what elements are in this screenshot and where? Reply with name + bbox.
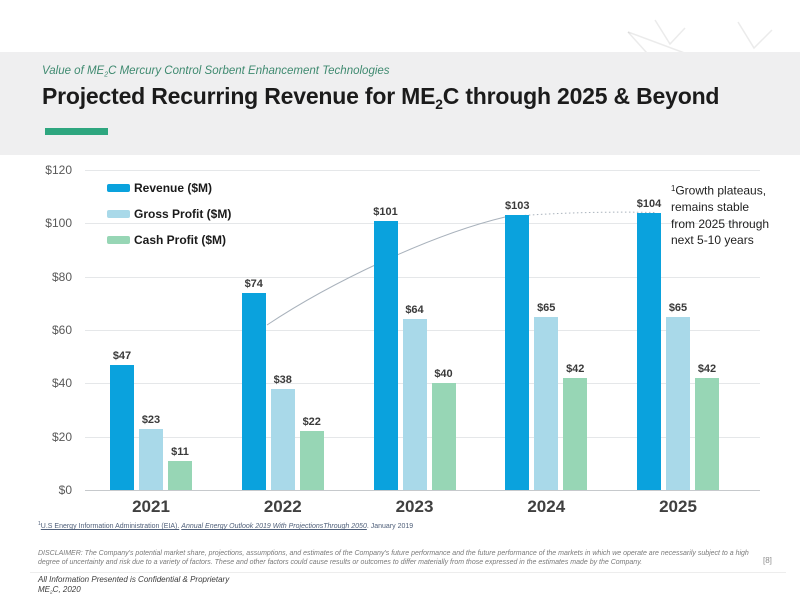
bar-2024-revenue [505,215,530,490]
legend-swatch [107,184,130,192]
bar-value-label: $65 [668,301,688,314]
legend-label: Revenue ($M) [134,181,213,195]
bar-2025-cash [695,378,719,490]
x-axis-year-label: 2023 [395,497,434,516]
bar-2024-cash [563,378,588,490]
y-axis-tick-label: $60 [51,323,72,337]
legend-item: Gross Profit ($M) [107,205,231,223]
bar-value-label: $101 [373,205,398,218]
footer-confidentiality: All Information Presented is Confidentia… [38,575,230,584]
source-footnote: 1U.S Energy Information Administration (… [38,521,413,530]
footer-divider [30,572,786,573]
y-axis-tick-label: $100 [45,216,72,231]
legend-label: Cash Profit ($M) [134,233,227,247]
bar-value-label: $42 [566,363,585,375]
y-axis-tick-label: $120 [45,163,72,177]
annotation-superscript: 1 [671,184,676,193]
bar-2023-cash [431,383,456,490]
page-number: [8] [763,556,772,565]
bar-value-label: $103 [505,200,530,213]
footer-company-year: ME2C, 2020 [38,585,81,596]
gridline [85,276,760,278]
bar-value-label: $40 [434,368,453,381]
bar-value-label: $104 [636,197,662,210]
bar-value-label: $47 [112,349,132,362]
x-axis-year-label: 2024 [527,497,566,516]
bar-value-label: $23 [141,413,161,426]
bar-2022-cash [299,431,324,490]
bar-value-label: $64 [405,304,424,317]
gridline [85,490,760,491]
bar-value-label: $65 [537,301,556,314]
bar-2023-gross [402,319,427,490]
y-axis-tick-label: $20 [51,429,72,444]
bar-value-label: $74 [244,277,263,290]
y-axis-tick-label: $80 [51,269,72,284]
footnote-publication-link[interactable]: Annual Energy Outlook 2019 With Projecti… [181,523,367,530]
bar-2022-gross [270,388,295,490]
legend-item: Revenue ($M) [107,179,231,197]
bar-value-label: $42 [697,363,717,375]
gridline [85,223,760,225]
gridline [85,170,760,171]
bar-2022-revenue [241,292,266,490]
page-title: Projected Recurring Revenue for ME2C thr… [42,83,720,112]
legend-swatch [107,236,130,244]
y-axis-tick-label: $0 [58,483,72,497]
bar-2025-revenue [637,212,661,490]
annotation-line: remains stable [671,200,750,214]
x-axis-year-label: 2025 [659,497,697,516]
header-band: Value of ME2C Mercury Control Sorbent En… [0,52,800,155]
legend-label: Gross Profit ($M) [134,207,232,221]
title-accent-bar [45,128,108,135]
bar-2023-revenue [373,220,398,490]
bar-2024-gross [534,316,559,490]
bar-value-label: $11 [171,445,189,458]
y-axis-tick-label: $40 [51,376,72,391]
x-axis-year-label: 2022 [263,497,302,516]
bar-chart: $120 $100 $80 $60 $40 $20 $0 $47 $23 $11 2021 $74 $… [0,155,800,516]
eyebrow-subtitle: Value of ME2C Mercury Control Sorbent En… [42,65,390,79]
bar-2021-cash [168,460,192,490]
annotation-line: next 5-10 years [671,233,754,247]
growth-annotation: 1Growth plateaus, remains stable from 2025… [671,181,777,249]
footnote-superscript: 1 [38,521,41,527]
chart-legend: Revenue ($M) Gross Profit ($M) Cash Profit… [107,179,231,257]
annotation-line: 1Growth plateaus, [671,183,767,198]
disclaimer-text: DISCLAIMER: The Company's potential mark… [38,550,749,566]
legend-item: Cash Profit ($M) [107,231,231,249]
bar-2021-gross [139,428,163,490]
legend-swatch [107,210,130,218]
footnote-date: . January 2019 [366,523,414,530]
bar-2021-revenue [110,364,134,490]
bar-2025-gross [666,316,690,490]
bar-value-label: $38 [273,373,292,386]
footnote-source-link[interactable]: U.S Energy Information Administration (E… [40,523,180,530]
x-axis-year-label: 2021 [132,497,170,516]
bar-value-label: $22 [302,416,321,429]
annotation-line: from 2025 through [671,216,770,231]
